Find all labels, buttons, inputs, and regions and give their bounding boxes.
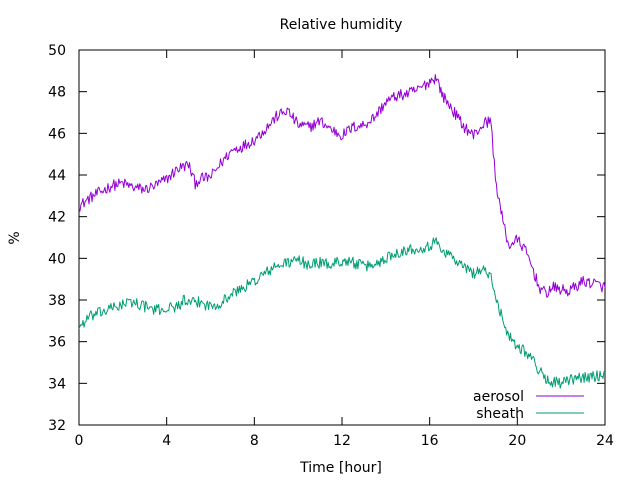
x-tick-label: 16 xyxy=(421,433,439,449)
y-tick-label: 44 xyxy=(48,168,66,184)
y-tick-label: 38 xyxy=(48,293,66,309)
x-tick-label: 8 xyxy=(250,433,259,449)
x-tick-label: 0 xyxy=(75,433,84,449)
chart-title: Relative humidity xyxy=(280,17,403,33)
y-tick-label: 40 xyxy=(48,251,66,267)
y-tick-label: 48 xyxy=(48,85,66,101)
y-tick-label: 36 xyxy=(48,335,66,351)
y-tick-label: 46 xyxy=(48,126,66,142)
y-tick-label: 32 xyxy=(48,418,66,434)
x-tick-label: 4 xyxy=(162,433,171,449)
legend-label-sheath: sheath xyxy=(476,406,524,422)
plot-border xyxy=(78,49,606,426)
y-tick-label: 34 xyxy=(48,376,66,392)
y-tick-label: 42 xyxy=(48,210,66,226)
x-tick-label: 20 xyxy=(508,433,526,449)
y-axis-title: % xyxy=(7,231,23,244)
legend-label-aerosol: aerosol xyxy=(473,389,524,405)
y-tick-label: 50 xyxy=(48,43,66,59)
plot-frame xyxy=(78,49,606,426)
x-tick-label: 12 xyxy=(333,433,351,449)
x-axis-title: Time [hour] xyxy=(299,460,382,476)
series-line-sheath xyxy=(78,237,606,389)
x-tick-label: 24 xyxy=(596,433,614,449)
series-line-aerosol xyxy=(78,74,606,298)
series-lines xyxy=(78,74,606,389)
